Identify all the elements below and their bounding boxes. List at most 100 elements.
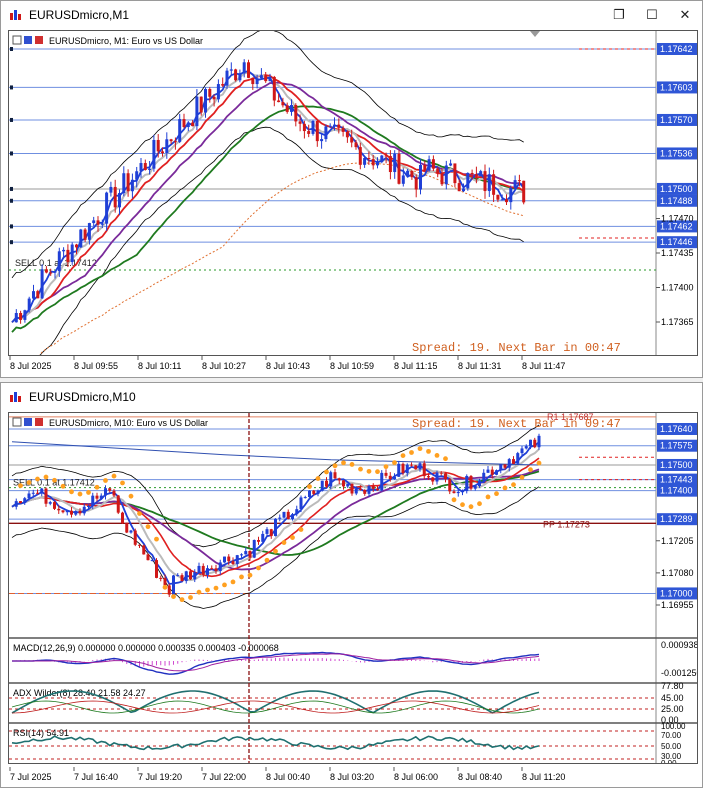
top-scroll-marker (530, 31, 540, 37)
bottom-candle-body (316, 490, 320, 494)
top-candle-body (423, 165, 427, 171)
top-candle-body (234, 69, 238, 81)
bottom-sar-dot (239, 574, 244, 580)
top-header-buy-icon[interactable] (24, 36, 32, 44)
top-candle-body (259, 75, 263, 79)
top-candle-body (173, 141, 177, 143)
bottom-sar-dot (409, 450, 414, 455)
top-candle-body (492, 174, 496, 195)
top-level-marker (10, 224, 13, 229)
bottom-sar-dot (426, 448, 431, 454)
bottom-sar-dot (77, 491, 83, 497)
bottom-sar-dot (256, 565, 261, 571)
top-candle-body (363, 158, 367, 165)
bottom-header-sell-icon[interactable] (35, 418, 43, 426)
top-candle-body (126, 173, 130, 192)
bottom-candle-body (410, 464, 413, 466)
top-chart-area[interactable]: SELL 0.1 at 1.17412 EURUSDmicro, M1: Euro… (8, 30, 698, 356)
bottom-ma-gray (11, 448, 540, 582)
bottom-sar-dot (383, 464, 389, 470)
chart-icon (9, 8, 23, 22)
top-titlebar[interactable]: EURUSDmicro,M1 ❐ ☐ ✕ (1, 1, 702, 29)
bottom-chart-area[interactable]: R1 1.17687 PP 1.17273 SELL 0.1 at 1.17412 E… (8, 412, 698, 764)
top-candle-body (337, 124, 341, 128)
top-candle-body (341, 127, 345, 132)
top-candle-body (32, 291, 35, 299)
top-time-label: 8 Jul 11:31 (458, 361, 501, 371)
bottom-candle-body (150, 560, 154, 562)
top-time-label: 8 Jul 10:43 (266, 361, 310, 371)
bottom-sar-dot (94, 484, 100, 490)
adx-minus-di (11, 700, 540, 714)
top-candle-body (272, 76, 276, 101)
bottom-sar-dot (145, 524, 151, 530)
bottom-sar-dot (417, 446, 423, 452)
bottom-candle-body (295, 509, 299, 515)
adx-label: ADX Wilder(8) 28.40 21.58 24.27 (13, 688, 146, 698)
bottom-candle-body (320, 480, 324, 491)
bottom-candle-body (99, 495, 103, 499)
bottom-candle-body (23, 498, 27, 504)
top-candle-body (431, 159, 435, 169)
bottom-candle-body (155, 560, 158, 578)
top-candle-body (36, 291, 40, 299)
bottom-sar-dot (52, 477, 57, 483)
top-price-label: 1.17570 (660, 115, 693, 125)
top-candle-body (449, 163, 453, 166)
top-candle-body (406, 170, 410, 176)
bottom-header-buy-icon[interactable] (24, 418, 32, 426)
bottom-sar-dot (273, 548, 278, 554)
top-price-label-bg (657, 182, 697, 195)
bottom-header-menu-icon[interactable] (12, 417, 22, 427)
bottom-sar-dot (460, 502, 465, 508)
bottom-sar-dot (528, 467, 533, 473)
bottom-candle-body (244, 551, 248, 555)
bottom-candle-body (193, 572, 197, 580)
top-candle-body (522, 180, 526, 203)
bottom-candle-body (87, 505, 90, 507)
restore-button[interactable]: ❐ (613, 7, 625, 22)
bottom-candle-body (354, 488, 358, 494)
bottom-candle-body (159, 577, 163, 579)
top-candle-body (281, 102, 285, 106)
bottom-candle-body (350, 483, 354, 494)
bottom-candle-body (444, 473, 447, 480)
bottom-price-label-bg (657, 458, 697, 471)
top-candle-body (161, 151, 164, 154)
bottom-candle-body (524, 446, 528, 449)
bottom-titlebar[interactable]: EURUSDmicro,M10 (1, 383, 702, 411)
top-price-chart[interactable]: SELL 0.1 at 1.17412 EURUSDmicro, M1: Euro… (9, 31, 698, 356)
adx-axis-label: 25.00 (661, 704, 684, 714)
top-candle-body (186, 122, 190, 128)
bottom-candle-body (265, 529, 269, 534)
close-button[interactable]: ✕ (679, 7, 691, 22)
maximize-button[interactable]: ☐ (646, 7, 658, 22)
bottom-sar-dot (536, 460, 542, 466)
top-candle-body (367, 158, 371, 160)
bottom-time-label: 7 Jul 2025 (10, 772, 52, 782)
top-bollinger-lower (39, 126, 524, 355)
bottom-chart-header: EURUSDmicro, M10: Euro vs US Dollar (49, 418, 208, 428)
bottom-candle-body (210, 568, 214, 570)
bottom-candle-body (469, 475, 473, 489)
top-time-label: 8 Jul 2025 (10, 361, 52, 371)
top-candle-body (14, 312, 18, 323)
top-candle-body (384, 155, 388, 157)
bottom-candle-body (529, 439, 532, 447)
bottom-candle-body (435, 472, 439, 482)
top-candle-body (66, 249, 70, 263)
bottom-sar-dot (43, 474, 49, 480)
macd-line (12, 651, 540, 675)
top-header-sell-icon[interactable] (35, 36, 43, 44)
top-window-title: EURUSDmicro,M1 (29, 8, 130, 22)
bottom-candle-body (405, 464, 409, 474)
bottom-candle-body (108, 488, 112, 491)
top-candle-body (169, 139, 173, 142)
top-candle-body (122, 173, 126, 194)
top-header-menu-icon[interactable] (12, 35, 22, 45)
top-candle-body (479, 171, 483, 177)
macd-signal-line (12, 653, 540, 672)
bottom-candle-body (537, 435, 541, 448)
bottom-candle-body (31, 492, 35, 494)
